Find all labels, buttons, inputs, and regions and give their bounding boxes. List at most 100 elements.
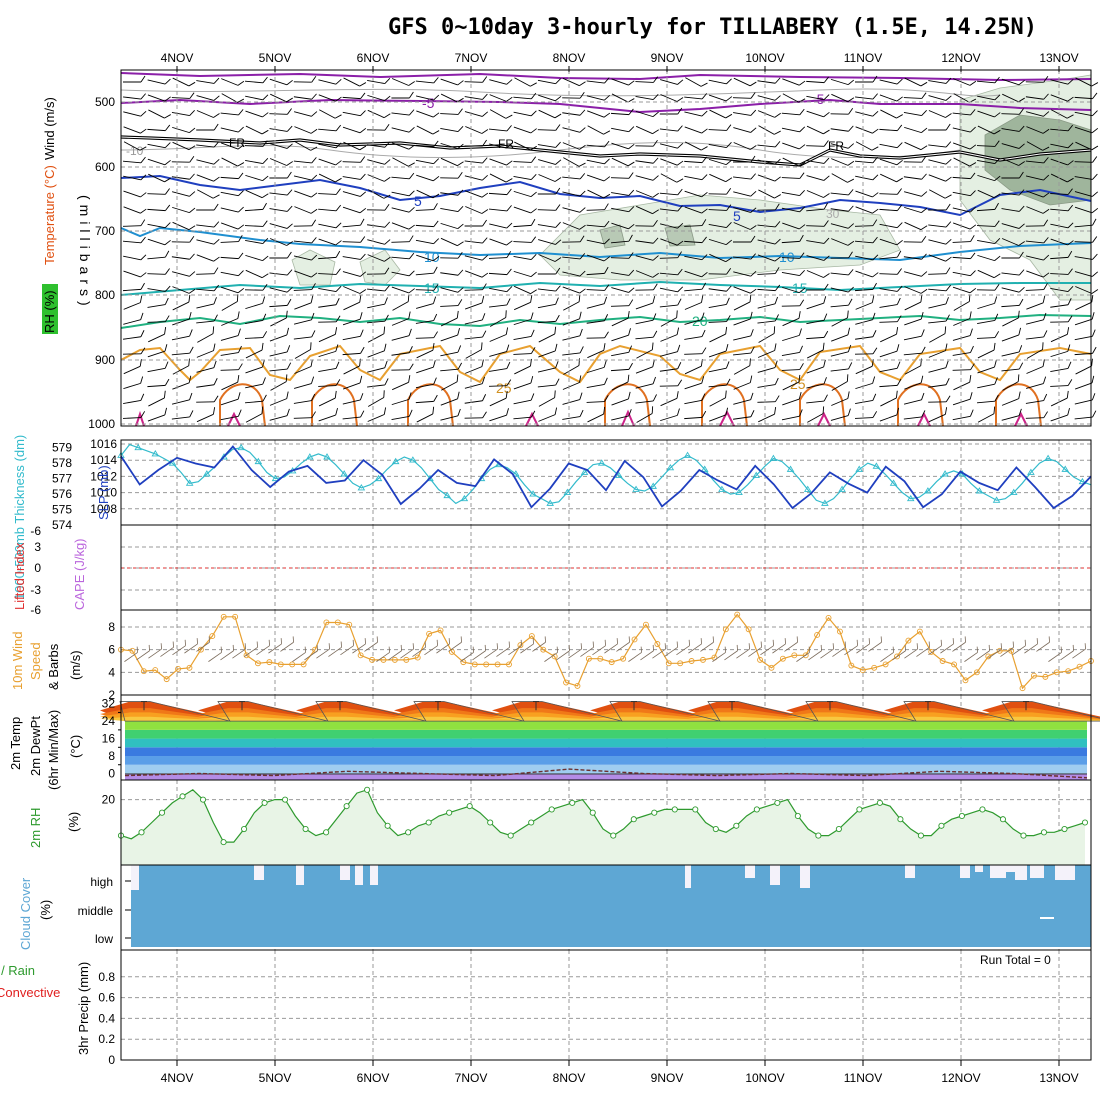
wind-barb <box>830 286 854 293</box>
thickness-point <box>700 465 709 472</box>
wind-barb <box>244 394 267 404</box>
wind-barb <box>513 218 536 228</box>
wind-barb <box>416 296 437 309</box>
thickness-point <box>752 471 761 478</box>
wind-barb <box>611 345 633 357</box>
wind-barb <box>1001 108 1024 115</box>
wind-barb <box>977 377 998 389</box>
rh-point <box>610 832 617 839</box>
wind-barb <box>293 237 317 244</box>
wind-barb <box>196 297 217 309</box>
precip-tick: 0.8 <box>98 970 115 984</box>
wind-barb <box>196 221 220 228</box>
cloud-gap <box>960 865 970 878</box>
wind-barb <box>758 326 776 343</box>
thickness-point <box>391 457 400 465</box>
wind-barb <box>708 204 732 211</box>
thickness-point <box>340 470 348 477</box>
wind-barb <box>391 252 415 260</box>
wind-barb <box>269 362 292 372</box>
wind10m-barb <box>436 638 450 654</box>
temp-tick: 24 <box>102 714 116 728</box>
wind-barb <box>830 78 855 86</box>
wind-barb <box>196 284 220 292</box>
rh-point <box>712 825 719 833</box>
wind-barb <box>928 141 952 148</box>
wind-barb <box>879 250 902 260</box>
wind10m-barb <box>340 639 354 656</box>
wind-barb <box>269 171 292 179</box>
wind-barb <box>513 190 537 198</box>
wind-barb <box>880 173 903 183</box>
cloud-gap <box>355 865 363 885</box>
wind-barb <box>855 270 879 278</box>
wind-barb <box>1001 362 1024 372</box>
wind-barb <box>782 311 801 327</box>
wind-barb <box>1050 78 1074 85</box>
wind-barb <box>342 271 367 277</box>
contour-label: 15 <box>792 280 808 296</box>
wind-barb <box>854 347 878 355</box>
wind-barb <box>879 238 903 246</box>
wind-barb <box>781 108 805 116</box>
wind-barb <box>928 174 952 182</box>
wind-barb <box>464 283 487 291</box>
wind-barb <box>464 219 487 227</box>
wind-barb <box>147 222 171 229</box>
wind-barb <box>830 189 854 196</box>
thickness-point <box>580 468 589 475</box>
wind-barb <box>855 312 876 325</box>
wind-barb <box>977 238 1001 245</box>
wind-barb <box>318 173 342 183</box>
ylabel-rh2m-units: (%) <box>66 812 81 832</box>
thickness-tick: 575 <box>52 503 72 517</box>
wind-barb <box>1025 283 1048 291</box>
wind10m-point <box>1076 663 1083 670</box>
wind10m-point <box>722 626 729 633</box>
thickness-point <box>134 443 142 451</box>
wind10m-barb <box>268 638 282 654</box>
wind-barb <box>1001 171 1024 179</box>
wind-barb <box>440 93 464 103</box>
wind-barb <box>928 95 952 101</box>
wind-barb <box>537 285 561 292</box>
temp-band <box>125 738 1087 748</box>
wind-barb <box>562 346 584 356</box>
wind-barb <box>122 282 145 292</box>
wind-barb <box>1001 391 1021 406</box>
wind-barb <box>855 126 879 134</box>
temp-outline <box>119 701 1100 722</box>
temp-tick: 32 <box>102 697 116 711</box>
thickness-point <box>872 462 881 469</box>
wind-barb <box>513 126 537 134</box>
wind-barb <box>757 174 781 182</box>
wind-barb <box>318 379 341 387</box>
wind-barb <box>464 174 488 181</box>
wind10m-point <box>734 611 741 618</box>
wind10m-barb <box>184 638 198 654</box>
wind-barb <box>781 363 804 371</box>
upper-wind-barbs <box>122 75 1099 423</box>
wind10m-line <box>120 613 1092 690</box>
wind-barb <box>440 287 464 293</box>
wind-barb <box>636 342 654 359</box>
wind-barb <box>806 110 830 118</box>
wind-barb <box>879 78 903 85</box>
wind10m-point <box>209 633 216 640</box>
wind-barb <box>123 254 147 261</box>
wind-barb <box>684 295 704 310</box>
wind-barb <box>440 408 461 421</box>
wind-barb <box>757 360 778 373</box>
wind-barb <box>928 360 949 373</box>
wind-barb <box>416 189 440 199</box>
wind10m-point <box>962 677 969 684</box>
wind-barb <box>977 296 998 310</box>
thickness-point <box>460 494 469 502</box>
wind-barb <box>855 174 879 181</box>
wind-barb <box>415 158 440 165</box>
wind-barb <box>757 203 780 211</box>
wind-barb <box>245 296 266 310</box>
wind-barb <box>465 342 483 359</box>
wind-barb <box>1025 111 1050 117</box>
wind-barb <box>391 190 415 197</box>
